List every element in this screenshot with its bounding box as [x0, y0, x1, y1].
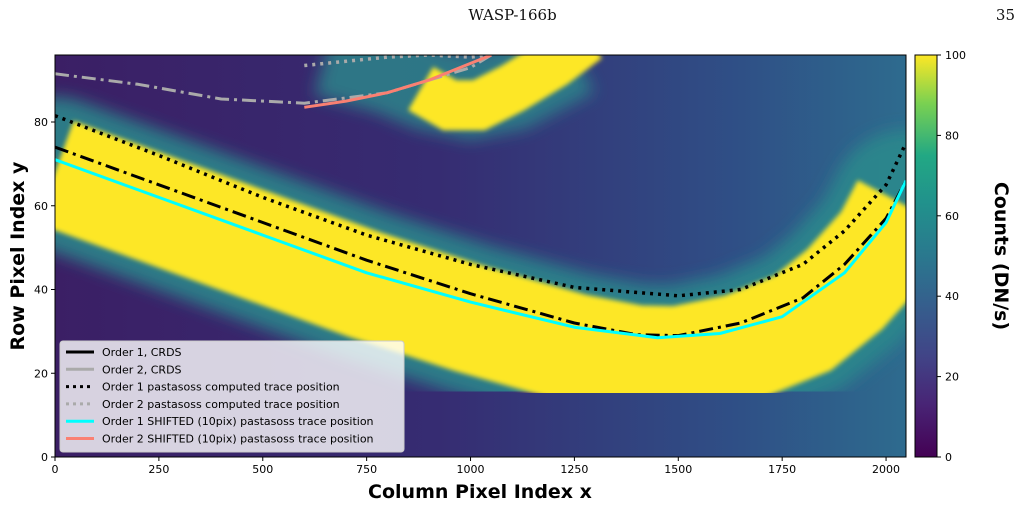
order2-band	[408, 55, 602, 131]
y-tick-label: 60	[34, 200, 48, 213]
colorbar-tick-label: 0	[945, 451, 952, 464]
colorbar-label: Counts (DN/s)	[990, 182, 1012, 330]
x-tick-label: 1750	[768, 463, 796, 476]
page-number: 35	[995, 6, 1015, 24]
trace-lines	[55, 55, 906, 340]
colorbar-tick-label: 80	[945, 129, 959, 142]
series-line-5	[55, 158, 906, 340]
order1-band	[55, 121, 906, 416]
colorbar-tick-label: 60	[945, 210, 959, 223]
plot-frame	[54, 54, 907, 458]
legend-entry: Order 1 SHIFTED (10pix) pastasoss trace …	[102, 415, 374, 428]
x-tick-label: 2000	[872, 463, 900, 476]
trace-bands	[55, 55, 906, 416]
colorbar-axis: 0 20 40 60 80 100	[937, 49, 966, 464]
x-tick-label: 250	[148, 463, 169, 476]
x-tick-label: 1500	[664, 463, 692, 476]
x-axis: 0 250 500 750 1000 1250 1500 1750 2000	[52, 457, 900, 476]
series-line-3	[55, 114, 906, 298]
series-line-1	[55, 145, 906, 338]
y-tick-label: 0	[41, 451, 48, 464]
y-tick-label: 20	[34, 367, 48, 380]
page-header: WASP-166b 35	[0, 6, 1025, 30]
series-line-4	[304, 55, 492, 68]
legend-entry: Order 1, CRDS	[102, 346, 182, 359]
colorbar-tick-label: 20	[945, 371, 959, 384]
x-tick-label: 750	[356, 463, 377, 476]
legend: Order 1, CRDS Order 2, CRDS Order 1 pastas…	[59, 340, 405, 453]
colorbar-tick-label: 100	[945, 49, 966, 62]
y-axis: 0 20 40 60 80	[34, 116, 55, 464]
series-line-6	[304, 55, 492, 109]
legend-box	[59, 340, 405, 453]
y-tick-label: 80	[34, 116, 48, 129]
x-tick-label: 1000	[457, 463, 485, 476]
colorbar-tick-label: 40	[945, 290, 959, 303]
x-axis-label: Column Pixel Index x	[368, 481, 592, 503]
y-axis-label: Row Pixel Index y	[7, 161, 29, 351]
y-tick-label: 40	[34, 284, 48, 297]
colorbar	[914, 54, 938, 458]
series-line-2	[55, 55, 493, 105]
legend-entry: Order 1 pastasoss computed trace positio…	[102, 381, 340, 394]
x-tick-label: 0	[52, 463, 59, 476]
x-tick-label: 1250	[560, 463, 588, 476]
legend-entry: Order 2 pastasoss computed trace positio…	[102, 398, 340, 411]
legend-entry: Order 2 SHIFTED (10pix) pastasoss trace …	[102, 433, 374, 446]
running-title: WASP-166b	[468, 6, 557, 24]
legend-entry: Order 2, CRDS	[102, 363, 182, 376]
x-tick-label: 500	[252, 463, 273, 476]
